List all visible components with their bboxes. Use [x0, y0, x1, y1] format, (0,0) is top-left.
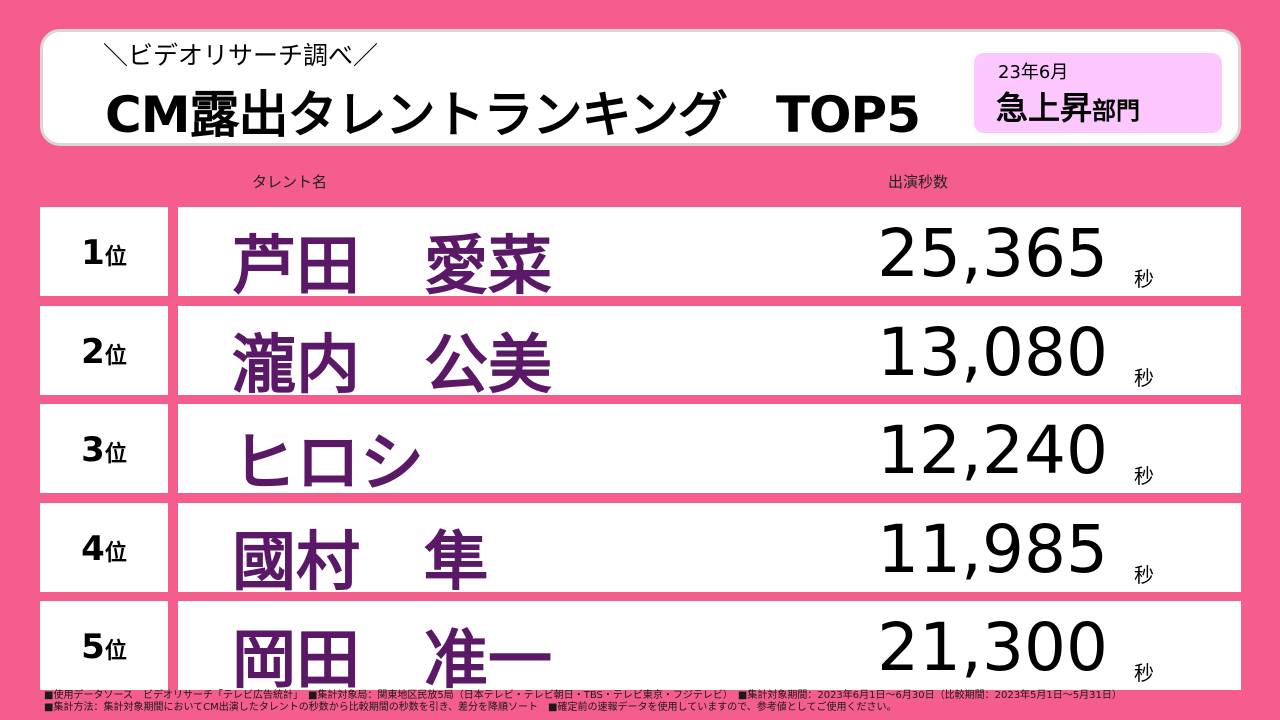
- seconds-value: 11,985: [877, 511, 1108, 588]
- footer-line-2: ■集計方法：集計対象期間においてCM出演したタレントの秒数から比較期間の秒数を引…: [44, 702, 897, 713]
- seconds-unit: 秒: [1134, 267, 1154, 291]
- talent-name: 國村 隼: [232, 526, 488, 600]
- ranking-row: 岡田 准一 21,300 秒: [178, 601, 1241, 698]
- rank-label: 5位: [40, 627, 168, 667]
- seconds-unit: 秒: [1134, 563, 1154, 587]
- column-header-name: タレント名: [252, 173, 328, 191]
- talent-name: 瀧内 公美: [232, 329, 552, 403]
- rank-label: 3位: [40, 430, 168, 470]
- footer-line-1: ■使用データソース ビデオリサーチ「テレビ広告統計」 ■集計対象局：関東地区民放…: [44, 690, 1122, 701]
- column-header-seconds: 出演秒数: [888, 173, 949, 191]
- subtitle: ＼ビデオリサーチ調べ／: [103, 41, 379, 70]
- ranking-row: 瀧内 公美 13,080 秒: [178, 306, 1241, 403]
- rank-number: 1: [81, 233, 105, 273]
- rank-box: 5位: [40, 601, 168, 690]
- talent-name: ヒロシ: [232, 427, 424, 501]
- seconds-unit: 秒: [1134, 661, 1154, 685]
- rank-box: 4位: [40, 503, 168, 592]
- talent-name: 芦田 愛菜: [232, 230, 552, 304]
- category-badge: 23年6月 急上昇部門: [974, 53, 1222, 133]
- rank-label: 2位: [40, 332, 168, 372]
- page-title: CM露出タレントランキング TOP5: [105, 86, 921, 144]
- ranking-row: 國村 隼 11,985 秒: [178, 503, 1241, 600]
- seconds-value: 25,365: [877, 215, 1108, 292]
- rank-number: 2: [81, 332, 105, 372]
- badge-category-main: 急上昇: [996, 89, 1093, 127]
- rank-unit: 位: [104, 541, 127, 566]
- badge-category: 急上昇部門: [996, 83, 1140, 129]
- rank-box: 1位: [40, 207, 168, 296]
- badge-date: 23年6月: [998, 62, 1069, 83]
- rank-label: 1位: [40, 233, 168, 273]
- ranking-row: 芦田 愛菜 25,365 秒: [178, 207, 1241, 304]
- rank-number: 3: [81, 430, 105, 470]
- badge-category-suffix: 部門: [1092, 97, 1141, 125]
- seconds-unit: 秒: [1134, 366, 1154, 390]
- seconds-unit: 秒: [1134, 464, 1154, 488]
- seconds-value: 13,080: [877, 314, 1108, 391]
- ranking-row: ヒロシ 12,240 秒: [178, 404, 1241, 501]
- header-panel: ＼ビデオリサーチ調べ／ CM露出タレントランキング TOP5 23年6月 急上昇…: [40, 29, 1241, 146]
- rank-label: 4位: [40, 529, 168, 569]
- rank-number: 5: [81, 627, 105, 667]
- seconds-value: 12,240: [877, 412, 1108, 489]
- rank-unit: 位: [104, 442, 127, 467]
- rank-number: 4: [81, 529, 105, 569]
- seconds-value: 21,300: [877, 609, 1108, 686]
- rank-unit: 位: [104, 245, 127, 270]
- footer-notes: ■使用データソース ビデオリサーチ「テレビ広告統計」 ■集計対象局：関東地区民放…: [44, 690, 1244, 714]
- rank-box: 3位: [40, 404, 168, 493]
- rank-unit: 位: [104, 344, 127, 369]
- rank-unit: 位: [104, 639, 127, 664]
- talent-name: 岡田 准一: [232, 624, 552, 698]
- rank-box: 2位: [40, 306, 168, 395]
